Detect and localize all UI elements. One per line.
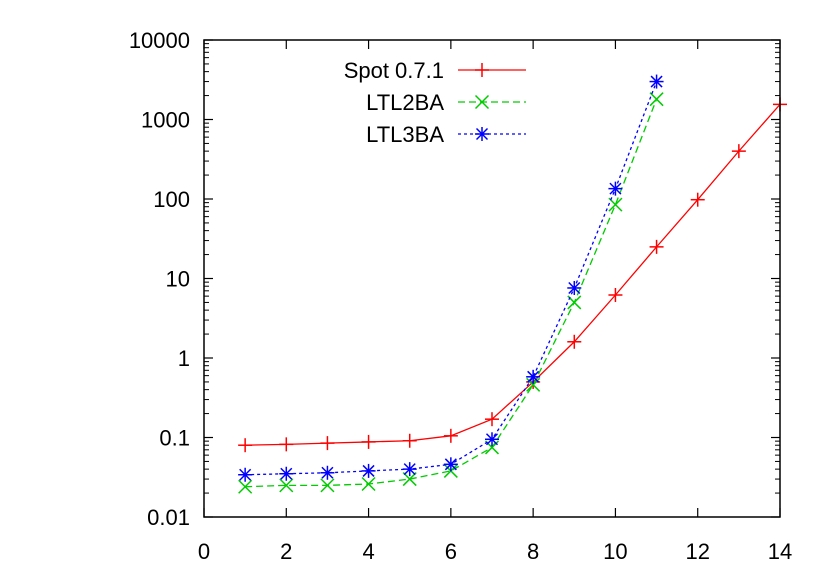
data-point (361, 463, 376, 478)
x-tick-label: 12 (685, 539, 709, 564)
data-point (361, 434, 376, 449)
y-tick-label: 10 (166, 267, 190, 292)
data-point (320, 478, 335, 493)
data-point (649, 239, 664, 254)
data-point (567, 280, 582, 295)
data-point (608, 181, 623, 196)
plot-axes: 0 2 4 6 8 10 12 14 0.01 0.1 1 10 100 1000 10000 (129, 28, 792, 564)
y-tick-label: 0.01 (147, 505, 190, 530)
data-point (608, 288, 623, 303)
data-point (279, 437, 294, 452)
x-tick-label: 2 (280, 539, 292, 564)
x-tick-label: 4 (362, 539, 374, 564)
data-point (402, 472, 417, 487)
data-point (649, 92, 664, 107)
data-point (649, 74, 664, 89)
data-point (567, 334, 582, 349)
data-point (443, 428, 458, 443)
y-tick-label: 100 (153, 187, 190, 212)
data-point (238, 467, 253, 482)
x-tick-label: 10 (603, 539, 627, 564)
x-tick-label: 6 (445, 539, 457, 564)
legend: Spot 0.7.1 LTL2BA LTL3BA (344, 58, 526, 147)
y-tick-label: 1000 (141, 108, 190, 133)
data-point (443, 457, 458, 472)
data-point (485, 412, 499, 427)
legend-marker (475, 63, 489, 77)
data-point (320, 465, 335, 480)
data-point (320, 436, 335, 451)
y-tick-label: 0.1 (159, 426, 190, 451)
data-point (485, 432, 499, 447)
data-point (402, 433, 417, 448)
legend-marker (474, 94, 490, 110)
data-point (279, 466, 294, 481)
legend-label: LTL2BA (366, 90, 444, 115)
data-point (238, 479, 253, 494)
data-point (526, 369, 541, 384)
data-point (690, 192, 705, 207)
x-tick-label: 14 (768, 539, 792, 564)
series-line (245, 98, 658, 488)
data-point (402, 462, 417, 477)
series-3 (238, 74, 664, 482)
data-point (238, 438, 253, 453)
x-tick-label: 0 (198, 539, 210, 564)
legend-label: Spot 0.7.1 (344, 58, 444, 83)
y-tick-label: 10000 (129, 28, 190, 53)
series-line (245, 81, 658, 476)
plot-marks (238, 74, 787, 494)
series-1 (238, 97, 787, 453)
series-line (245, 103, 780, 446)
y-tick-label: 1 (178, 346, 190, 371)
data-point (361, 476, 376, 492)
legend-label: LTL3BA (366, 122, 444, 147)
x-tick-label: 8 (527, 539, 539, 564)
legend-marker (475, 127, 489, 141)
data-point (731, 144, 746, 159)
data-point (279, 478, 294, 493)
